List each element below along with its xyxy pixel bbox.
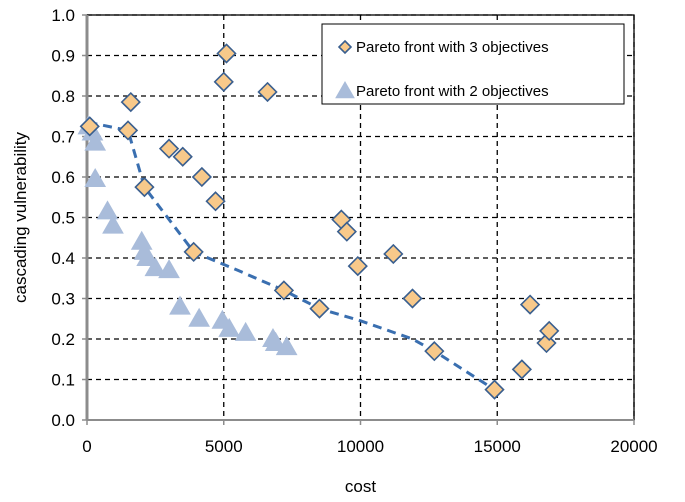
diamond-point	[205, 191, 226, 212]
diamond-point	[134, 176, 155, 198]
legend-entry-2-objectives: Pareto front with 2 objectives	[356, 83, 549, 100]
diamond-point	[183, 241, 204, 263]
y-tick-label: 1.0	[51, 6, 75, 25]
legend: Pareto front with 3 objectives Pareto fr…	[321, 23, 625, 105]
diamond-point	[511, 359, 532, 380]
diamond-point	[216, 43, 237, 64]
y-tick-label: 0.0	[51, 411, 75, 430]
diamond-point	[424, 341, 445, 362]
y-tick-label: 0.7	[51, 128, 75, 147]
triangle-point	[84, 168, 107, 188]
legend-diamond-marker	[337, 39, 353, 55]
y-axis-label: cascading vulnerability	[11, 131, 30, 303]
x-tick-label: 5000	[205, 437, 243, 456]
triangle-point	[144, 257, 167, 277]
triangle-point	[84, 131, 107, 151]
diamond-point	[257, 81, 278, 103]
legend-box	[321, 23, 625, 105]
triangle-point	[275, 336, 298, 356]
x-axis-label: cost	[345, 477, 376, 496]
triangle-point	[234, 321, 257, 341]
diamond-point	[309, 298, 330, 319]
legend-marker-3-objectives	[337, 39, 353, 55]
triangle-point	[158, 259, 180, 279]
triangle-point	[218, 317, 241, 337]
diamond-point	[347, 255, 368, 277]
y-tick-label: 0.9	[51, 47, 75, 66]
y-tick-label: 0.4	[51, 249, 75, 268]
diamond-point	[213, 71, 234, 92]
y-tick-label: 0.8	[51, 87, 75, 106]
diamond-point	[402, 288, 423, 309]
diamond-point	[120, 91, 141, 113]
x-tick-label: 0	[82, 437, 91, 456]
triangle-point	[136, 246, 159, 266]
legend-entry-3-objectives: Pareto front with 3 objectives	[356, 39, 549, 56]
diamond-point	[484, 379, 505, 400]
legend-marker-2-objectives	[335, 80, 355, 99]
y-tick-label: 0.2	[51, 330, 75, 349]
diamond-point	[336, 221, 357, 242]
diamond-point	[172, 146, 193, 167]
diamond-point	[539, 320, 560, 342]
x-tick-label: 15000	[474, 437, 521, 456]
legend-triangle-marker	[335, 80, 355, 99]
x-tick-label: 10000	[337, 437, 384, 456]
y-tick-label: 0.3	[51, 290, 75, 309]
diamond-point	[117, 120, 139, 141]
diamond-point	[383, 243, 404, 265]
diamond-point	[79, 116, 100, 137]
diamond-point	[191, 166, 213, 188]
x-tick-label: 20000	[610, 437, 657, 456]
triangle-point	[102, 214, 124, 234]
y-tick-label: 0.6	[51, 168, 75, 187]
triangle-point	[264, 332, 287, 352]
diamond-point	[158, 138, 180, 159]
data-marks	[77, 43, 560, 400]
y-tick-label: 0.1	[51, 371, 75, 390]
tick-labels: 0.0 0.1 0.2 0.3 0.4 0.5 0.6 0.7 0.8 0.9 1.0 0 5000 10…	[51, 6, 657, 456]
triangle-point	[169, 295, 191, 315]
diamond-point	[273, 280, 295, 301]
triangle-point	[188, 307, 210, 327]
y-tick-label: 0.5	[51, 209, 75, 228]
axes	[82, 14, 635, 425]
triangle-point	[96, 200, 119, 220]
diamond-point	[519, 294, 541, 315]
